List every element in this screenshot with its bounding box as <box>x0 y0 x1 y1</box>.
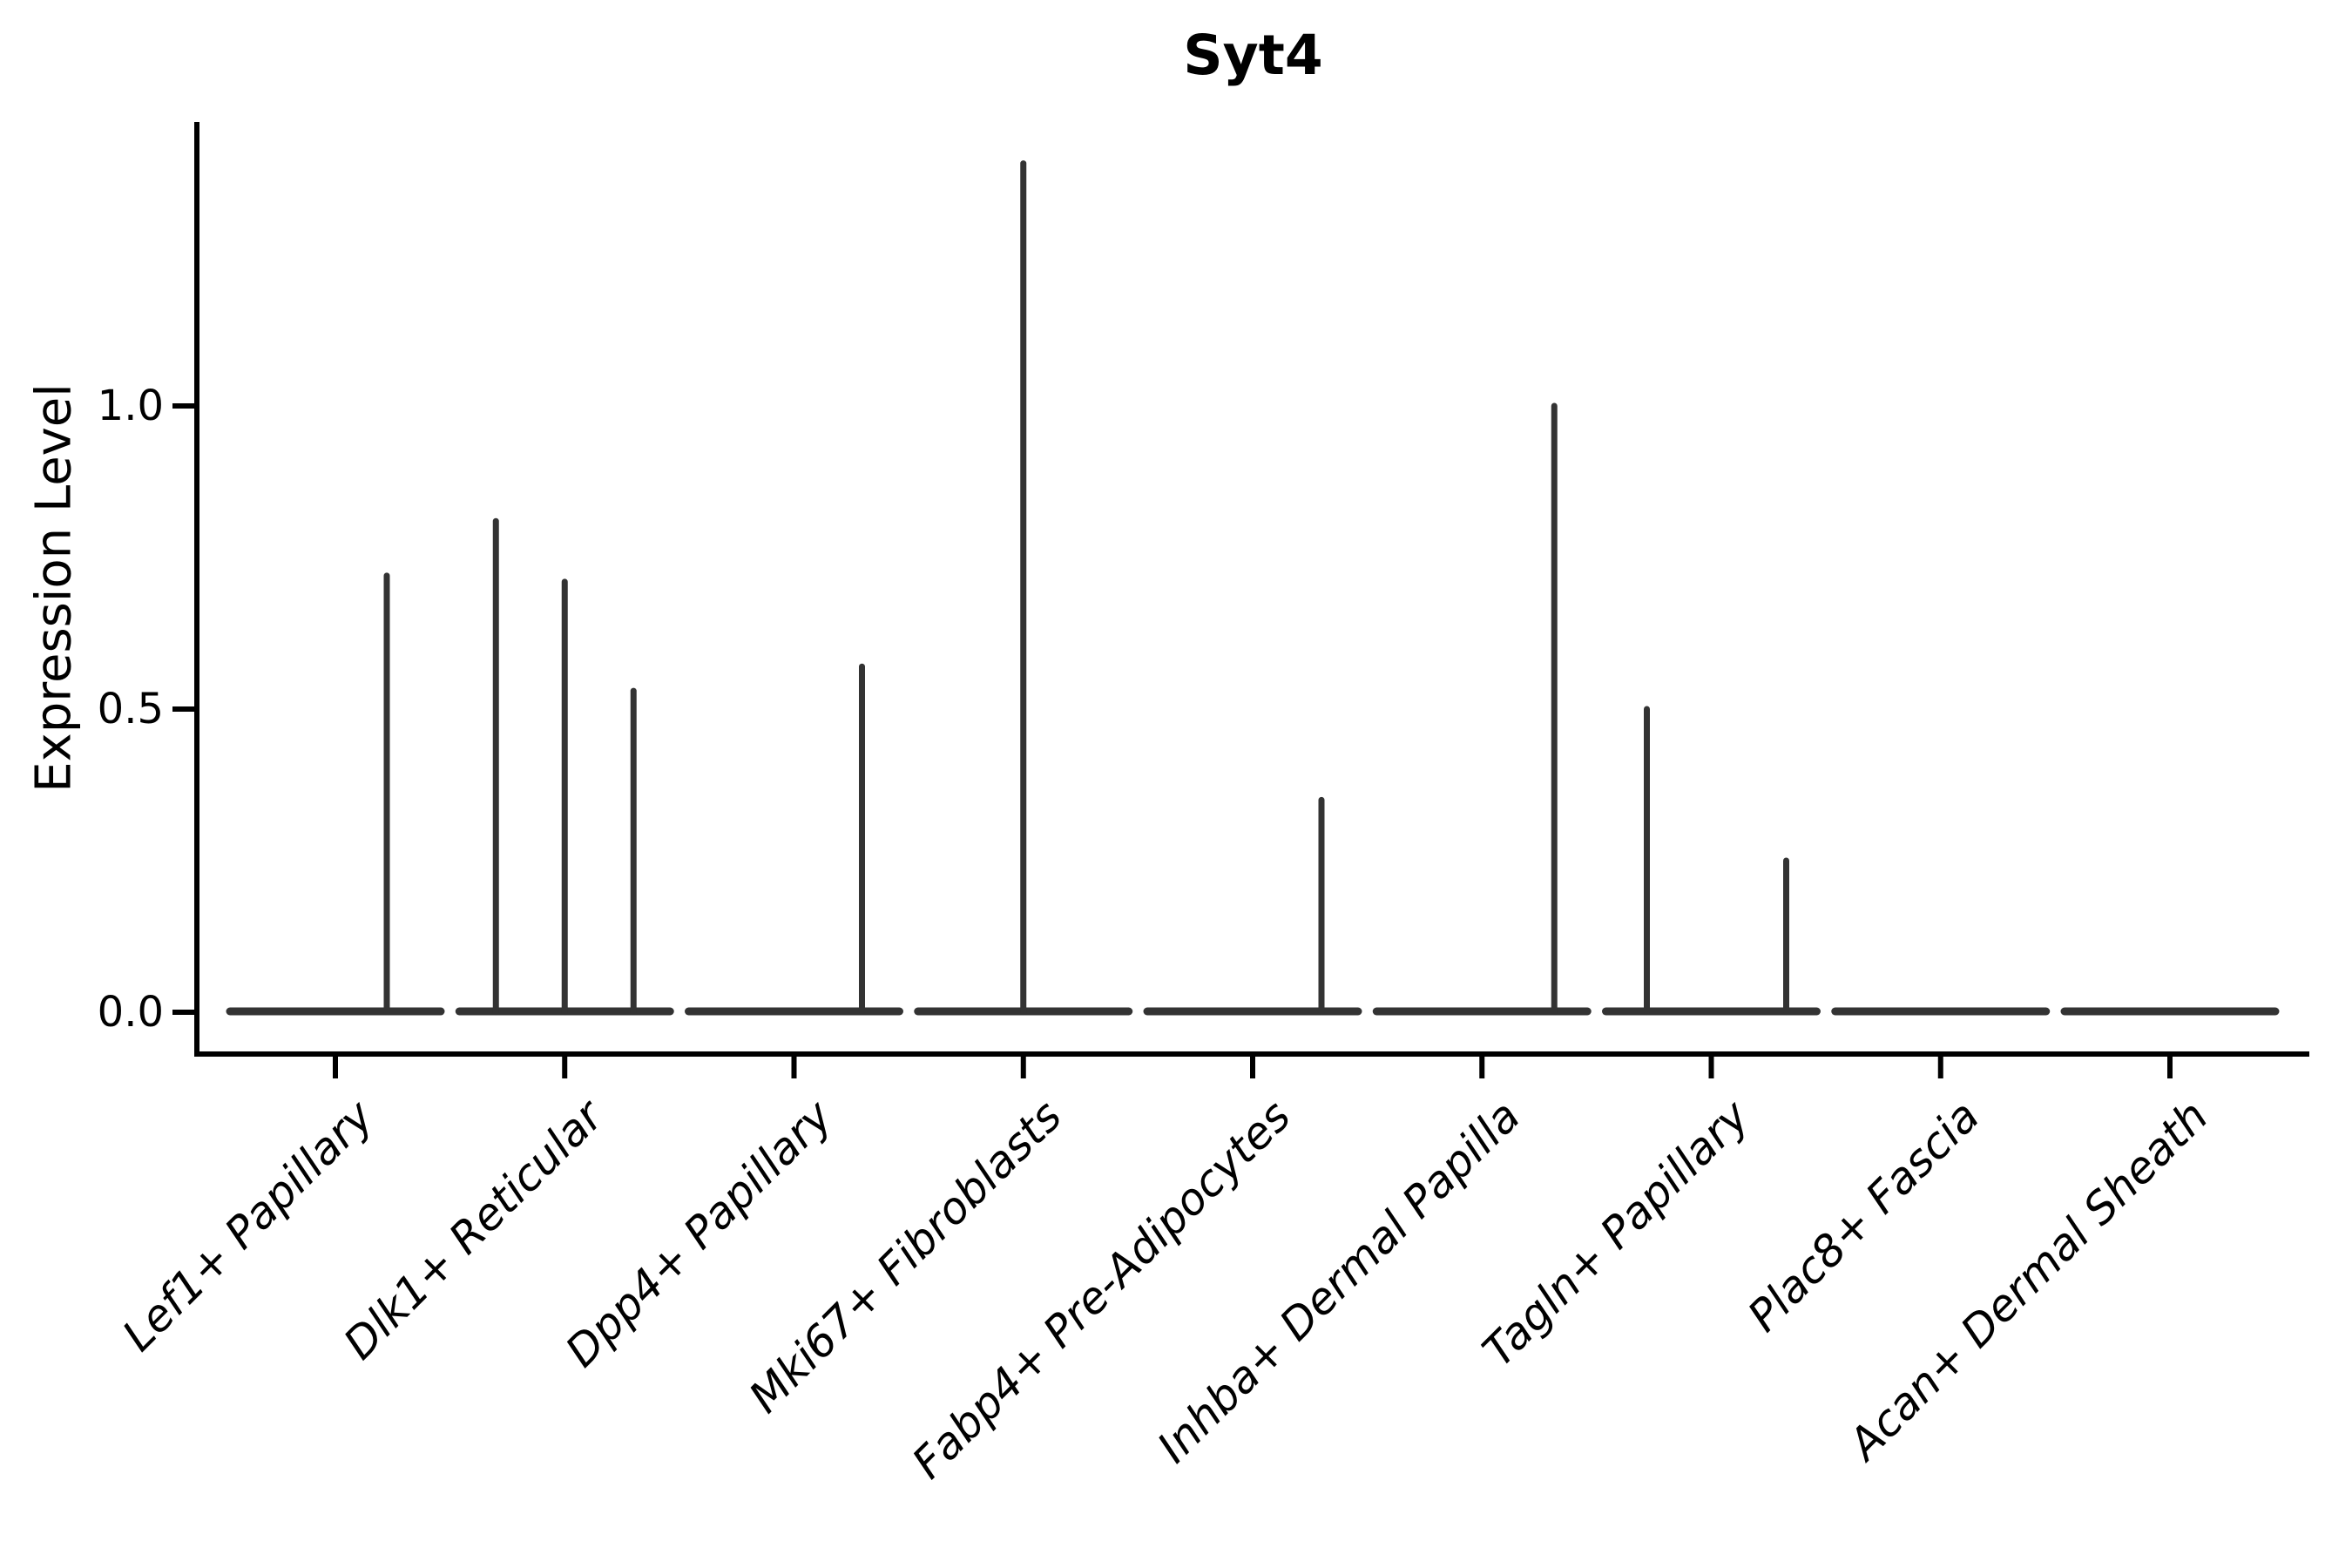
y-tick-label: 1.0 <box>97 382 164 430</box>
y-tick-label: 0.0 <box>97 988 164 1037</box>
chart-title: Syt4 <box>1183 24 1323 87</box>
y-tick-label: 0.5 <box>97 685 164 733</box>
